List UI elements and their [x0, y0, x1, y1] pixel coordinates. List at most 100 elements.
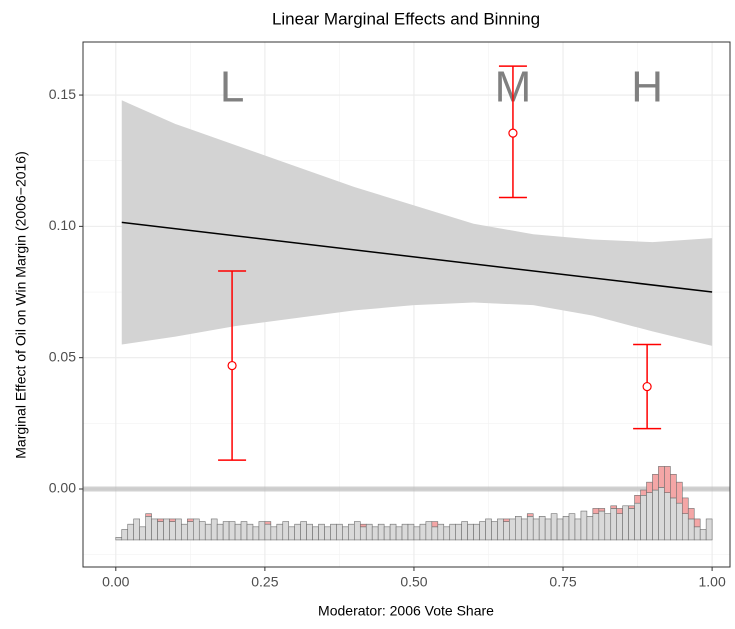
histogram-bar — [437, 523, 445, 541]
bin-label: L — [220, 62, 244, 111]
y-tick-label: 0.15 — [49, 86, 76, 102]
chart-title: Linear Marginal Effects and Binning — [272, 9, 540, 28]
histogram-bar — [413, 526, 421, 541]
histogram-bar — [550, 513, 558, 541]
histogram-bar — [270, 526, 278, 541]
histogram-bar — [443, 526, 451, 541]
histogram-bar — [377, 523, 385, 541]
histogram-bar — [515, 516, 522, 541]
histogram-bar-treated — [264, 521, 272, 525]
histogram-bar-treated — [592, 508, 600, 514]
histogram-bar-treated — [640, 489, 647, 496]
histogram-bar-treated — [526, 513, 534, 517]
y-tick-label: 0.05 — [49, 348, 76, 364]
histogram-bar — [234, 523, 242, 541]
histogram-bar — [354, 521, 361, 541]
histogram-bar — [115, 537, 123, 541]
histogram-bar — [407, 523, 415, 541]
histogram-bar — [133, 518, 140, 541]
histogram-bar — [538, 516, 546, 541]
histogram-bar — [640, 495, 647, 541]
histogram-bar — [330, 523, 337, 541]
histogram-bar — [169, 521, 176, 541]
histogram-bar — [473, 523, 480, 541]
histogram-bar — [574, 518, 582, 541]
histogram-bar — [699, 529, 707, 541]
histogram-bar — [127, 523, 134, 541]
histogram-bar-treated — [145, 513, 152, 517]
histogram-bar — [455, 523, 462, 541]
histogram-bar — [157, 521, 164, 541]
histogram-bar — [658, 487, 665, 541]
histogram-bar — [526, 516, 534, 541]
histogram-bar — [252, 526, 260, 541]
histogram-bar — [670, 497, 677, 541]
histogram-bar — [139, 526, 146, 541]
histogram-bar-treated — [187, 518, 194, 522]
histogram-bar — [210, 518, 218, 541]
histogram-bar — [246, 523, 254, 541]
histogram-bar — [598, 510, 606, 541]
x-tick-label: 0.25 — [251, 574, 278, 590]
histogram-bar — [681, 513, 689, 541]
x-tick-label: 0.75 — [549, 574, 576, 590]
histogram-bar — [365, 523, 373, 541]
histogram-bar — [586, 516, 594, 541]
histogram-bar — [216, 523, 224, 541]
histogram-bar — [467, 523, 474, 541]
histogram-bar — [604, 513, 612, 541]
histogram-bar — [556, 518, 564, 541]
histogram-bar — [616, 513, 623, 541]
histogram-bar — [646, 492, 653, 541]
histogram-bar — [634, 502, 641, 541]
histogram-bar — [294, 523, 301, 541]
point-estimate — [642, 381, 652, 392]
histogram-bar — [204, 523, 212, 541]
y-axis-label: Marginal Effect of Oil on Win Margin (20… — [13, 151, 29, 459]
histogram-bar — [151, 518, 158, 541]
histogram-bar — [175, 518, 182, 541]
histogram-bar — [145, 516, 152, 541]
histogram-bar-treated — [157, 518, 164, 522]
histogram-bar — [163, 518, 170, 541]
histogram-bar — [359, 526, 367, 541]
histogram-bar-treated — [634, 495, 641, 504]
histogram-bar-treated — [676, 481, 683, 504]
histogram-bar-treated — [646, 481, 653, 493]
histogram-bar-treated — [431, 521, 439, 528]
histogram-bar — [622, 505, 629, 541]
histogram-bar — [121, 529, 129, 541]
x-axis-label: Moderator: 2006 Vote Share — [318, 603, 494, 619]
y-tick-label: 0.00 — [49, 480, 76, 496]
histogram-bar — [419, 523, 427, 541]
histogram-bar — [693, 526, 701, 541]
x-tick-label: 0.00 — [102, 574, 129, 590]
histogram-bar — [628, 508, 635, 541]
histogram-bar — [491, 521, 498, 541]
histogram-bar — [652, 489, 659, 541]
histogram-bar-treated — [693, 518, 701, 528]
histogram-bar-treated — [658, 466, 665, 488]
histogram-bar-treated — [359, 523, 367, 528]
histogram-bar-treated — [503, 518, 510, 522]
histogram-bar — [276, 523, 284, 541]
histogram-bar — [312, 526, 319, 541]
histogram-bar-treated — [664, 466, 671, 493]
histogram-bar — [461, 521, 468, 541]
histogram-bar — [479, 521, 486, 541]
histogram-bar — [431, 526, 439, 541]
histogram-bar — [282, 521, 290, 541]
histogram-bar — [288, 526, 295, 541]
histogram-bar — [497, 518, 504, 541]
histogram-bar — [532, 518, 540, 541]
histogram-bar — [258, 521, 266, 541]
histogram-bar — [300, 521, 307, 541]
histogram-bar — [592, 513, 600, 541]
histogram-bar — [664, 492, 671, 541]
y-tick-label: 0.10 — [49, 217, 76, 233]
histogram-bar — [348, 523, 355, 541]
histogram-bar — [449, 523, 456, 541]
panel-border — [82, 41, 731, 568]
histogram-bar — [503, 521, 510, 541]
